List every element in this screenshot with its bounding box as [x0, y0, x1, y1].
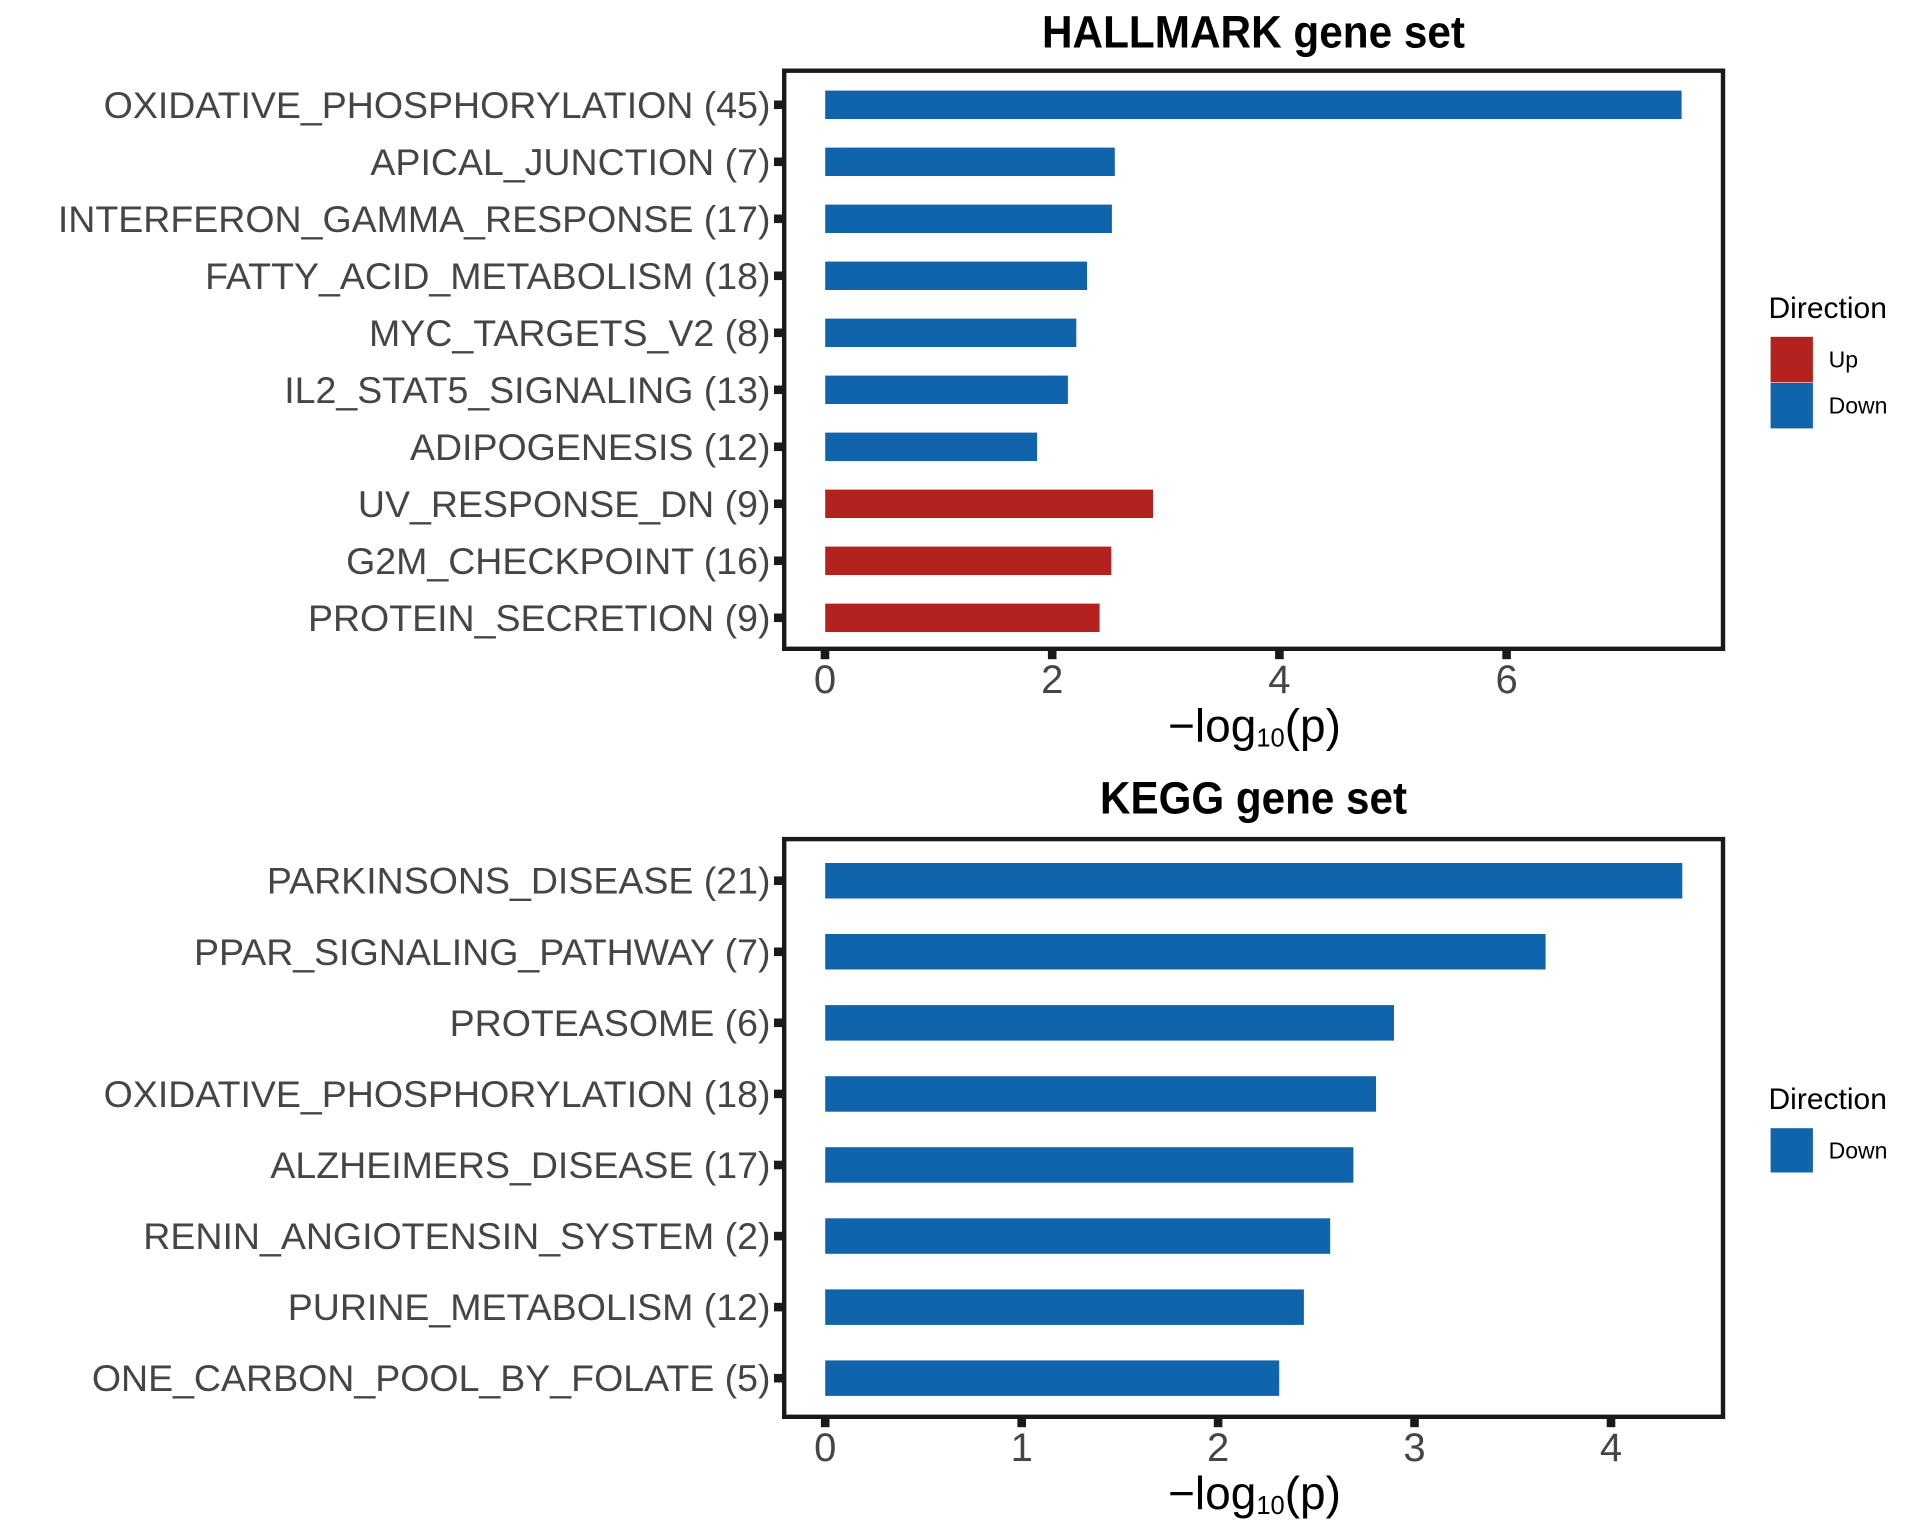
svg-text:MYC_TARGETS_V2 (8): MYC_TARGETS_V2 (8) — [369, 312, 770, 354]
svg-text:Direction: Direction — [1769, 1083, 1887, 1116]
svg-text:3: 3 — [1403, 1426, 1425, 1470]
svg-text:2: 2 — [1207, 1426, 1229, 1470]
svg-text:4: 4 — [1600, 1426, 1622, 1470]
svg-text:4: 4 — [1268, 658, 1290, 702]
svg-text:2: 2 — [1041, 658, 1063, 702]
svg-text:APICAL_JUNCTION (7): APICAL_JUNCTION (7) — [370, 141, 770, 183]
svg-text:Down: Down — [1829, 393, 1888, 419]
svg-text:Down: Down — [1829, 1137, 1888, 1163]
svg-text:RENIN_ANGIOTENSIN_SYSTEM (2): RENIN_ANGIOTENSIN_SYSTEM (2) — [143, 1215, 770, 1257]
svg-text:−log10(p): −log10(p) — [1168, 1467, 1341, 1520]
svg-text:ALZHEIMERS_DISEASE (17): ALZHEIMERS_DISEASE (17) — [270, 1144, 770, 1186]
svg-text:PROTEASOME (6): PROTEASOME (6) — [450, 1002, 771, 1044]
svg-text:0: 0 — [814, 658, 836, 702]
svg-text:IL2_STAT5_SIGNALING (13): IL2_STAT5_SIGNALING (13) — [284, 369, 770, 411]
svg-text:6: 6 — [1495, 658, 1517, 702]
svg-text:PURINE_METABOLISM (12): PURINE_METABOLISM (12) — [288, 1286, 771, 1328]
svg-text:OXIDATIVE_PHOSPHORYLATION (18): OXIDATIVE_PHOSPHORYLATION (18) — [104, 1073, 771, 1115]
svg-text:UV_RESPONSE_DN (9): UV_RESPONSE_DN (9) — [358, 483, 771, 525]
svg-text:ONE_CARBON_POOL_BY_FOLATE (5): ONE_CARBON_POOL_BY_FOLATE (5) — [92, 1357, 771, 1399]
svg-text:G2M_CHECKPOINT (16): G2M_CHECKPOINT (16) — [346, 540, 770, 582]
svg-text:INTERFERON_GAMMA_RESPONSE (17): INTERFERON_GAMMA_RESPONSE (17) — [58, 198, 771, 240]
svg-text:PARKINSONS_DISEASE (21): PARKINSONS_DISEASE (21) — [267, 860, 771, 902]
svg-text:PROTEIN_SECRETION (9): PROTEIN_SECRETION (9) — [308, 597, 771, 639]
svg-text:KEGG gene set: KEGG gene set — [1100, 773, 1407, 824]
svg-text:HALLMARK gene set: HALLMARK gene set — [1042, 6, 1465, 57]
svg-text:Direction: Direction — [1769, 292, 1887, 325]
svg-text:PPAR_SIGNALING_PATHWAY (7): PPAR_SIGNALING_PATHWAY (7) — [194, 931, 771, 973]
svg-text:−log10(p): −log10(p) — [1168, 700, 1341, 753]
svg-text:Up: Up — [1829, 347, 1858, 373]
svg-text:ADIPOGENESIS (12): ADIPOGENESIS (12) — [410, 426, 771, 468]
svg-text:1: 1 — [1011, 1426, 1033, 1470]
svg-text:FATTY_ACID_METABOLISM (18): FATTY_ACID_METABOLISM (18) — [205, 255, 770, 297]
svg-text:OXIDATIVE_PHOSPHORYLATION (45): OXIDATIVE_PHOSPHORYLATION (45) — [104, 84, 771, 126]
svg-text:0: 0 — [814, 1426, 836, 1470]
